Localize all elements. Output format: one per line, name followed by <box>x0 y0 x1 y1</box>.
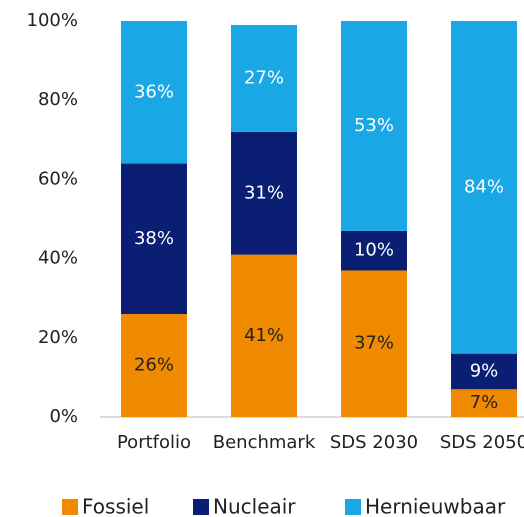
x-tick-label: Benchmark <box>213 432 316 453</box>
value-label: 53% <box>354 115 394 136</box>
legend-swatch <box>62 499 78 515</box>
y-tick-label: 60% <box>38 168 78 189</box>
value-label: 10% <box>354 240 394 261</box>
value-label: 36% <box>134 81 174 102</box>
value-label: 26% <box>134 355 174 376</box>
x-tick-label: Portfolio <box>117 432 191 453</box>
y-tick-label: 100% <box>27 10 78 31</box>
bar-segment <box>341 21 407 231</box>
legend-label: Fossiel <box>82 495 149 517</box>
value-label: 38% <box>134 228 174 249</box>
legend-swatch <box>345 499 361 515</box>
x-tick-label: SDS 2050 <box>440 432 524 453</box>
y-tick-label: 40% <box>38 248 78 269</box>
bar-segment <box>121 21 187 164</box>
y-tick-label: 0% <box>49 406 78 427</box>
bar-segment <box>451 21 517 354</box>
value-label: 7% <box>470 392 499 413</box>
bar-segment <box>121 314 187 417</box>
legend-swatch <box>193 499 209 515</box>
bar-segment <box>231 131 297 255</box>
value-label: 37% <box>354 333 394 354</box>
value-label: 31% <box>244 182 284 203</box>
x-tick-label: SDS 2030 <box>330 432 418 453</box>
bar-segment <box>451 389 517 417</box>
bar-segment <box>121 163 187 315</box>
value-label: 84% <box>464 176 504 197</box>
y-tick-label: 80% <box>38 89 78 110</box>
value-label: 27% <box>244 67 284 88</box>
bar-segment <box>451 353 517 390</box>
bar-segment <box>231 254 297 417</box>
value-label: 9% <box>470 360 499 381</box>
bar-segment <box>231 24 297 132</box>
bar-segment <box>341 270 407 417</box>
legend-label: Hernieuwbaar <box>365 495 506 517</box>
bar-segment <box>341 230 407 271</box>
legend-label: Nucleair <box>213 495 296 517</box>
value-label: 41% <box>244 325 284 346</box>
y-tick-label: 20% <box>38 327 78 348</box>
